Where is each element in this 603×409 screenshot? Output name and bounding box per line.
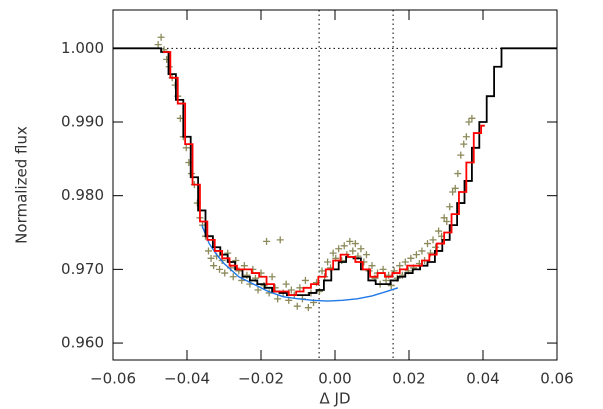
data-point — [304, 304, 312, 312]
data-point — [229, 273, 237, 281]
data-point — [157, 33, 165, 41]
data-point — [357, 245, 365, 253]
data-point — [396, 262, 404, 270]
data-point — [329, 249, 337, 257]
y-tick-label: 0.980 — [61, 186, 104, 204]
data-point — [429, 236, 437, 244]
data-point — [465, 118, 473, 126]
data-point — [435, 227, 443, 235]
data-point — [351, 240, 359, 248]
data-point — [240, 262, 248, 270]
data-point — [446, 203, 454, 211]
x-tick-label: 0.04 — [466, 370, 499, 388]
data-point — [462, 133, 470, 141]
data-point — [287, 286, 295, 294]
y-tick-label: 0.990 — [61, 113, 104, 131]
data-point — [216, 265, 224, 273]
data-point — [440, 214, 448, 222]
x-tick-label: −0.02 — [238, 370, 284, 388]
data-point — [426, 249, 434, 257]
data-point — [412, 251, 420, 259]
x-tick-label: 0.02 — [392, 370, 425, 388]
data-point — [368, 262, 376, 270]
y-tick-label: 1.000 — [61, 39, 104, 57]
data-point — [457, 151, 465, 159]
data-point — [432, 243, 440, 251]
data-point — [263, 237, 271, 245]
data-point — [204, 247, 212, 255]
x-tick-label: 0.00 — [318, 370, 351, 388]
data-point — [221, 269, 229, 277]
data-point — [335, 245, 343, 253]
data-point — [210, 262, 218, 270]
data-point — [449, 188, 457, 196]
data-point — [460, 140, 468, 148]
data-point — [318, 267, 326, 275]
step-model — [162, 51, 485, 297]
plot-frame — [112, 9, 558, 361]
y-axis-title: Normalized flux — [13, 126, 31, 244]
x-tick-label: 0.06 — [540, 370, 573, 388]
data-point — [154, 41, 162, 49]
data-point — [443, 217, 451, 225]
y-tick-label: 0.970 — [61, 260, 104, 278]
data-point — [401, 258, 409, 266]
data-point — [424, 240, 431, 248]
data-point — [407, 254, 415, 262]
data-point — [362, 251, 370, 259]
data-point — [301, 276, 309, 284]
data-point — [379, 265, 387, 273]
x-tick-label: −0.04 — [164, 370, 210, 388]
y-tick-label: 0.960 — [61, 334, 104, 352]
x-axis-title: Δ JD — [319, 390, 350, 408]
data-point — [382, 276, 390, 284]
data-point — [268, 273, 276, 281]
x-tick-label: −0.06 — [90, 370, 136, 388]
data-point — [454, 170, 462, 178]
data-point — [207, 254, 215, 262]
data-point — [274, 295, 282, 303]
data-point — [418, 247, 426, 255]
data-point — [324, 258, 332, 266]
data-point — [349, 247, 357, 255]
data-point — [276, 236, 284, 244]
model-curve — [201, 224, 399, 302]
data-point — [468, 114, 476, 122]
data-point — [340, 242, 348, 250]
data-point — [296, 284, 304, 292]
data-point — [254, 286, 262, 294]
data-point — [293, 302, 301, 310]
data-point — [182, 144, 190, 152]
data-point — [451, 184, 459, 192]
data-point — [282, 280, 290, 288]
data-point — [346, 237, 354, 245]
